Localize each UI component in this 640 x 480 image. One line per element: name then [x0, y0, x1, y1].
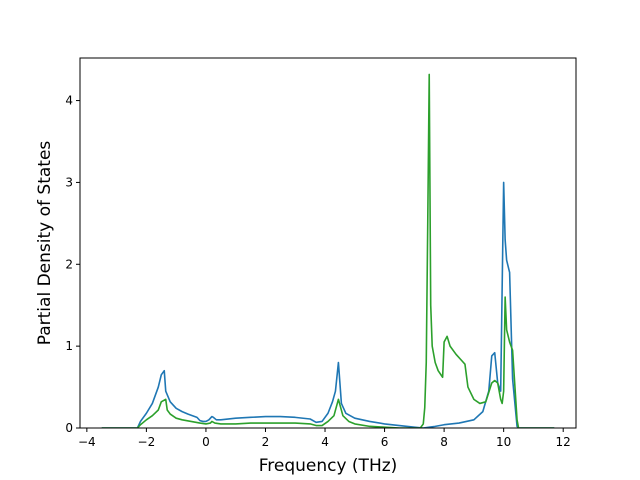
- series-line-2: [101, 73, 555, 428]
- y-tick-label: 1: [65, 339, 73, 353]
- y-axis-ticks: 0 1 2 3 4: [65, 94, 80, 435]
- series-line-1: [101, 181, 555, 428]
- x-tick-label: 2: [262, 435, 270, 449]
- y-tick-label: 4: [65, 94, 73, 108]
- x-tick-label: 12: [556, 435, 571, 449]
- x-tick-label: 4: [321, 435, 329, 449]
- plot-frame: [79, 57, 577, 429]
- x-axis-label: Frequency (THz): [259, 456, 398, 476]
- series-layer: [101, 73, 555, 428]
- x-tick-label: 10: [496, 435, 511, 449]
- x-tick-label: −2: [138, 435, 156, 449]
- x-tick-label: 8: [440, 435, 448, 449]
- y-tick-label: 2: [65, 257, 73, 271]
- y-axis-label: Partial Density of States: [35, 141, 55, 346]
- y-tick-label: 0: [65, 421, 73, 435]
- x-tick-label: 6: [381, 435, 389, 449]
- y-tick-label: 3: [65, 175, 73, 189]
- x-tick-label: −4: [78, 435, 96, 449]
- x-tick-label: 0: [202, 435, 210, 449]
- x-axis-ticks: −4 −2 0 2 4 6 8 10 12: [78, 428, 571, 449]
